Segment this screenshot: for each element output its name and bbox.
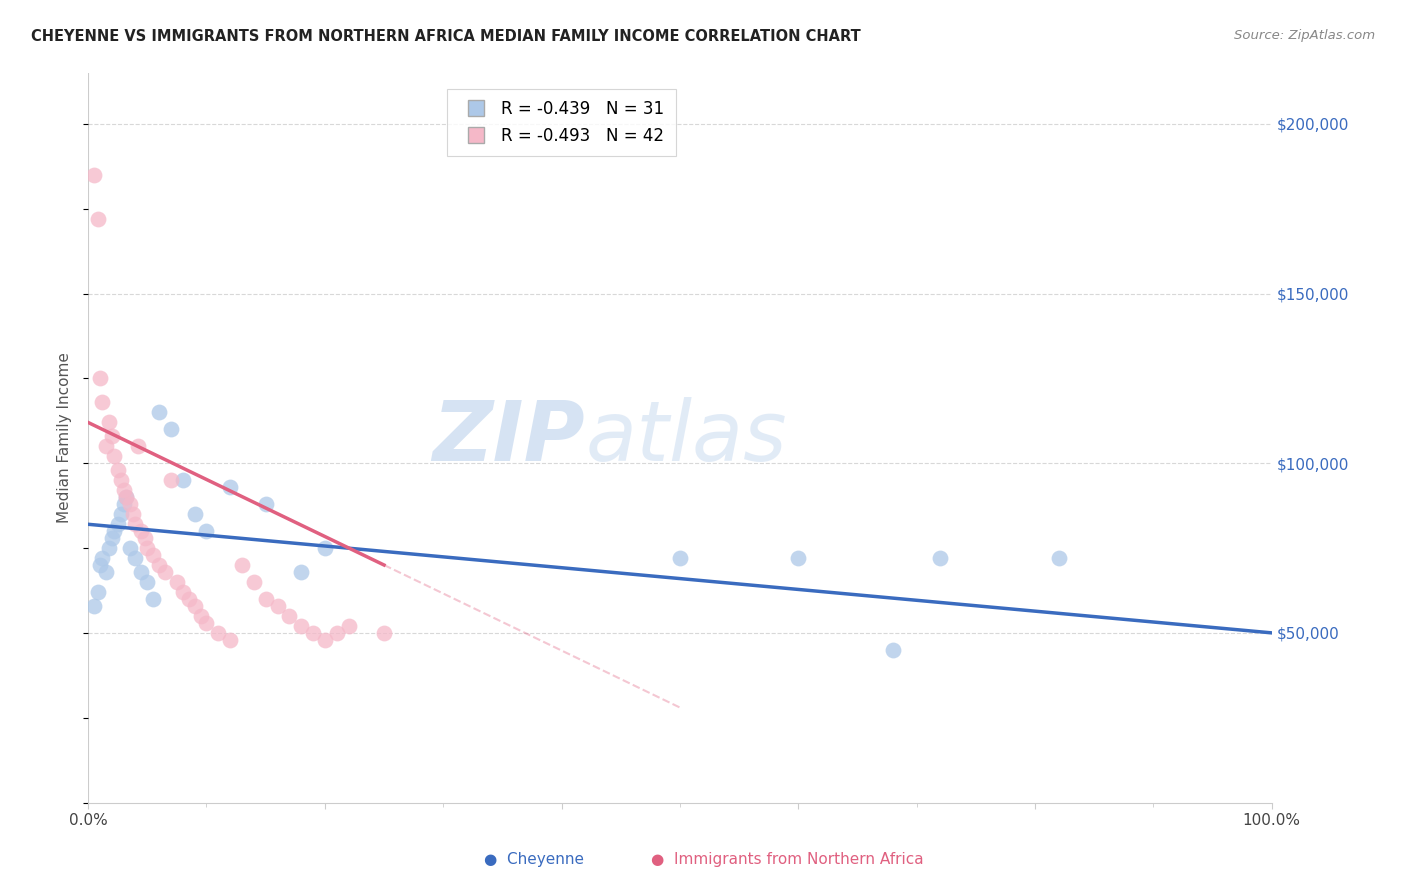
Point bbox=[278, 608, 301, 623]
Legend: R = -0.439   N = 31, R = -0.493   N = 42: R = -0.439 N = 31, R = -0.493 N = 42 bbox=[447, 88, 676, 156]
Point bbox=[131, 565, 153, 579]
Point bbox=[83, 599, 105, 613]
Point bbox=[91, 395, 114, 409]
Point bbox=[86, 211, 108, 226]
Point bbox=[89, 371, 111, 385]
Point bbox=[314, 541, 336, 555]
Point bbox=[115, 490, 138, 504]
Point bbox=[148, 558, 170, 572]
Point bbox=[122, 507, 145, 521]
Point bbox=[142, 591, 165, 606]
Point bbox=[153, 565, 176, 579]
Point bbox=[142, 548, 165, 562]
Point bbox=[254, 591, 277, 606]
Point bbox=[118, 541, 141, 555]
Point bbox=[1047, 551, 1070, 566]
Point bbox=[110, 473, 132, 487]
Point bbox=[115, 490, 138, 504]
Point bbox=[94, 439, 117, 453]
Point bbox=[136, 541, 159, 555]
Point bbox=[127, 439, 149, 453]
Point bbox=[118, 497, 141, 511]
Point bbox=[148, 405, 170, 419]
Point bbox=[89, 558, 111, 572]
Point bbox=[136, 574, 159, 589]
Point bbox=[314, 632, 336, 647]
Point bbox=[134, 531, 156, 545]
Point bbox=[98, 541, 121, 555]
Point bbox=[124, 551, 146, 566]
Text: atlas: atlas bbox=[585, 397, 787, 478]
Point bbox=[101, 531, 124, 545]
Point bbox=[98, 416, 121, 430]
Point bbox=[669, 551, 692, 566]
Point bbox=[219, 480, 242, 494]
Point bbox=[254, 497, 277, 511]
Point bbox=[107, 517, 129, 532]
Point bbox=[195, 615, 218, 630]
Point bbox=[231, 558, 253, 572]
Point bbox=[91, 551, 114, 566]
Point bbox=[112, 483, 135, 498]
Text: ZIP: ZIP bbox=[433, 397, 585, 478]
Point bbox=[86, 585, 108, 599]
Point bbox=[131, 524, 153, 538]
Point bbox=[243, 574, 266, 589]
Point bbox=[166, 574, 188, 589]
Y-axis label: Median Family Income: Median Family Income bbox=[58, 352, 72, 524]
Point bbox=[172, 473, 194, 487]
Text: Source: ZipAtlas.com: Source: ZipAtlas.com bbox=[1234, 29, 1375, 42]
Point bbox=[94, 565, 117, 579]
Point bbox=[107, 463, 129, 477]
Point bbox=[160, 473, 183, 487]
Point bbox=[290, 619, 312, 633]
Point bbox=[882, 643, 904, 657]
Point bbox=[103, 450, 125, 464]
Point bbox=[124, 517, 146, 532]
Point bbox=[787, 551, 810, 566]
Point bbox=[183, 599, 205, 613]
Point bbox=[183, 507, 205, 521]
Point bbox=[302, 625, 325, 640]
Point bbox=[112, 497, 135, 511]
Point bbox=[325, 625, 347, 640]
Point bbox=[266, 599, 288, 613]
Point bbox=[103, 524, 125, 538]
Point bbox=[101, 429, 124, 443]
Point bbox=[160, 422, 183, 436]
Point bbox=[290, 565, 312, 579]
Text: ●  Cheyenne: ● Cheyenne bbox=[484, 852, 585, 867]
Point bbox=[219, 632, 242, 647]
Point bbox=[207, 625, 229, 640]
Point bbox=[110, 507, 132, 521]
Point bbox=[177, 591, 200, 606]
Point bbox=[373, 625, 395, 640]
Text: ●  Immigrants from Northern Africa: ● Immigrants from Northern Africa bbox=[651, 852, 924, 867]
Point bbox=[337, 619, 360, 633]
Point bbox=[190, 608, 212, 623]
Point bbox=[195, 524, 218, 538]
Point bbox=[83, 168, 105, 182]
Point bbox=[172, 585, 194, 599]
Point bbox=[929, 551, 952, 566]
Text: CHEYENNE VS IMMIGRANTS FROM NORTHERN AFRICA MEDIAN FAMILY INCOME CORRELATION CHA: CHEYENNE VS IMMIGRANTS FROM NORTHERN AFR… bbox=[31, 29, 860, 44]
